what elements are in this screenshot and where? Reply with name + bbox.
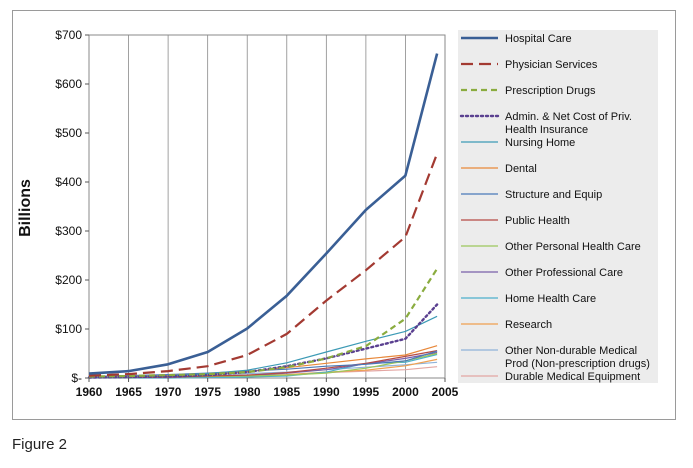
legend-label: Prod (Non-prescription drugs): [505, 358, 650, 370]
y-tick-label: $100: [55, 322, 82, 336]
x-tick-label: 1970: [155, 385, 182, 399]
legend-label: Nursing Home: [505, 137, 575, 149]
legend: Hospital Care Physician Services Prescript…: [459, 33, 650, 383]
y-axis-title: Billions: [17, 179, 34, 237]
figure-caption: Figure 2: [12, 436, 68, 453]
series-lines: [87, 53, 439, 379]
legend-label: Research: [505, 319, 552, 331]
x-tick-label: 1975: [194, 385, 221, 399]
legend-label: Physician Services: [505, 59, 598, 71]
plot-area: [88, 34, 446, 379]
x-tick-label: 1985: [273, 385, 300, 399]
series-line-3: [88, 268, 439, 378]
y-tick-label: $400: [55, 175, 82, 189]
legend-label: Public Health: [505, 215, 570, 227]
y-tick-label: $600: [55, 77, 82, 91]
legend-label: Health Insurance: [505, 124, 588, 136]
y-tick-label: $300: [55, 224, 82, 238]
series-line-2: [88, 153, 439, 377]
x-tick-label: 2005: [432, 385, 459, 399]
legend-background: [458, 30, 658, 383]
y-tick-label: $200: [55, 273, 82, 287]
legend-label: Other Professional Care: [505, 267, 623, 279]
axes: 1960 1965 1970 1975 1980 1985 1990 1995 2000 2005…: [55, 28, 458, 399]
grid-lines: [128, 35, 406, 378]
series-line-1: [88, 53, 439, 375]
x-tick-label: 2000: [392, 385, 419, 399]
series-line-4: [87, 303, 439, 379]
y-tick-label: $500: [55, 126, 82, 140]
legend-label: Dental: [505, 163, 537, 175]
legend-label: Other Personal Health Care: [505, 241, 641, 253]
legend-label: Prescription Drugs: [505, 85, 596, 97]
y-tick-label: $700: [55, 28, 82, 42]
legend-label: Other Non-durable Medical: [505, 345, 637, 357]
legend-label: Admin. & Net Cost of Priv.: [505, 111, 632, 123]
y-tick-label: $-: [71, 371, 82, 385]
legend-label: Hospital Care: [505, 33, 572, 45]
x-tick-label: 1995: [353, 385, 380, 399]
legend-label: Home Health Care: [505, 293, 596, 305]
x-tick-label: 1990: [313, 385, 340, 399]
legend-label: Durable Medical Equipment: [505, 371, 640, 383]
x-tick-label: 1980: [234, 385, 261, 399]
x-tick-label: 1960: [76, 385, 103, 399]
x-tick-label: 1965: [115, 385, 142, 399]
legend-label: Structure and Equip: [505, 189, 602, 201]
